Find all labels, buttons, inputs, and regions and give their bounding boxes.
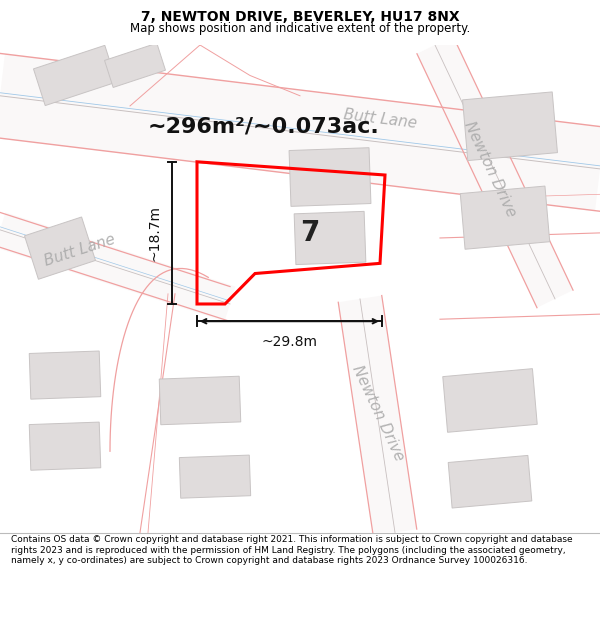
Polygon shape [463, 92, 557, 161]
Polygon shape [29, 351, 101, 399]
Text: Map shows position and indicative extent of the property.: Map shows position and indicative extent… [130, 22, 470, 35]
Text: ~29.8m: ~29.8m [262, 336, 317, 349]
Polygon shape [29, 422, 101, 470]
Polygon shape [104, 43, 166, 88]
Polygon shape [443, 369, 537, 432]
Polygon shape [159, 376, 241, 425]
Text: Butt Lane: Butt Lane [343, 107, 418, 131]
Text: ~296m²/~0.073ac.: ~296m²/~0.073ac. [148, 116, 380, 136]
Polygon shape [338, 296, 417, 536]
Polygon shape [294, 211, 366, 264]
Polygon shape [0, 213, 235, 321]
Polygon shape [289, 148, 371, 206]
Text: 7, NEWTON DRIVE, BEVERLEY, HU17 8NX: 7, NEWTON DRIVE, BEVERLEY, HU17 8NX [140, 10, 460, 24]
Polygon shape [417, 36, 573, 308]
Text: Newton Drive: Newton Drive [349, 362, 407, 463]
Text: Contains OS data © Crown copyright and database right 2021. This information is : Contains OS data © Crown copyright and d… [11, 535, 572, 565]
Polygon shape [0, 53, 600, 211]
Polygon shape [179, 455, 251, 498]
Text: Butt Lane: Butt Lane [43, 232, 118, 269]
Text: 7: 7 [301, 219, 320, 247]
Polygon shape [25, 217, 95, 279]
Polygon shape [460, 186, 550, 249]
Text: Newton Drive: Newton Drive [461, 119, 519, 219]
Polygon shape [34, 46, 116, 106]
Text: ~18.7m: ~18.7m [148, 205, 162, 261]
Polygon shape [448, 456, 532, 508]
